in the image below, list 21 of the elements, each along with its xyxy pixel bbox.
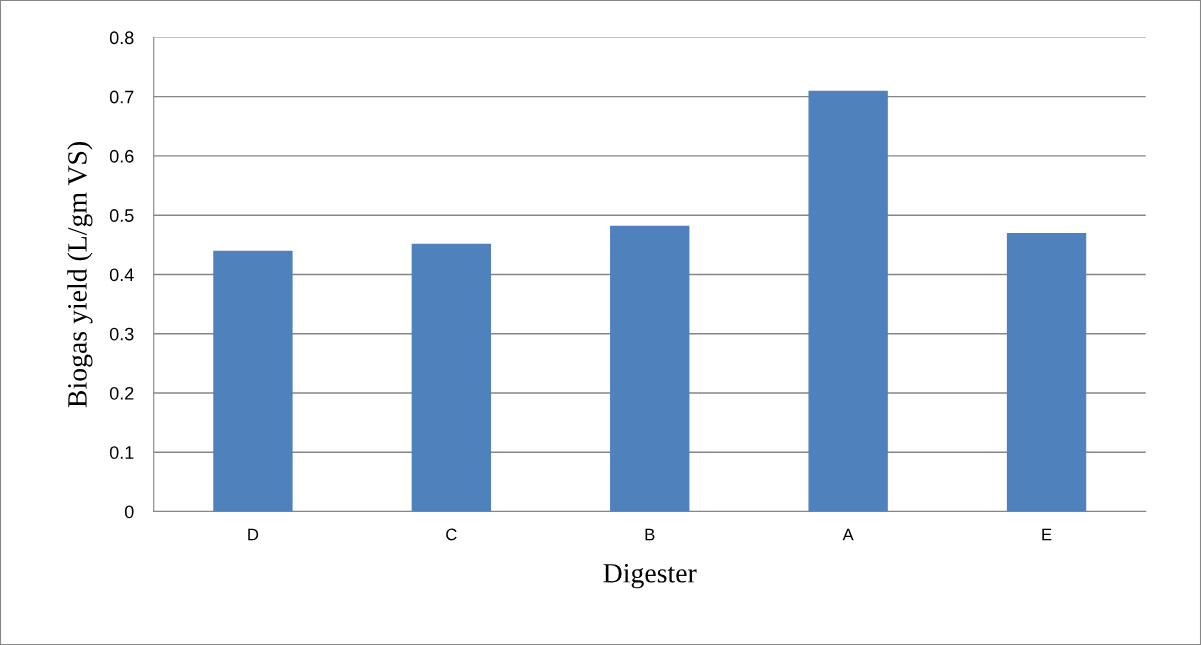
bar	[411, 243, 492, 512]
y-tick-label: 0.8	[109, 31, 134, 45]
x-axis-title: Digester	[603, 563, 697, 589]
bar	[1006, 232, 1087, 512]
bar	[610, 225, 690, 512]
bar	[808, 90, 888, 512]
y-tick-label: 0	[124, 505, 134, 519]
x-tick-label: E	[1042, 528, 1052, 541]
y-tick-label: 0.3	[109, 327, 134, 341]
y-tick-label: 0.5	[109, 209, 134, 222]
x-tick-label: D	[248, 528, 259, 541]
bar	[213, 250, 293, 512]
x-tick-label: A	[842, 528, 854, 541]
y-tick-label: 0.1	[109, 446, 134, 459]
y-tick-label: 0.4	[109, 268, 134, 282]
y-tick-label: 0.6	[109, 149, 134, 163]
x-tick-label: C	[446, 528, 457, 541]
x-tick-label: B	[645, 528, 655, 541]
y-tick-label: 0.7	[109, 90, 134, 104]
y-axis-title: Biogas yield (L/gm VS)	[67, 142, 93, 408]
y-tick-label: 0.2	[109, 386, 134, 400]
